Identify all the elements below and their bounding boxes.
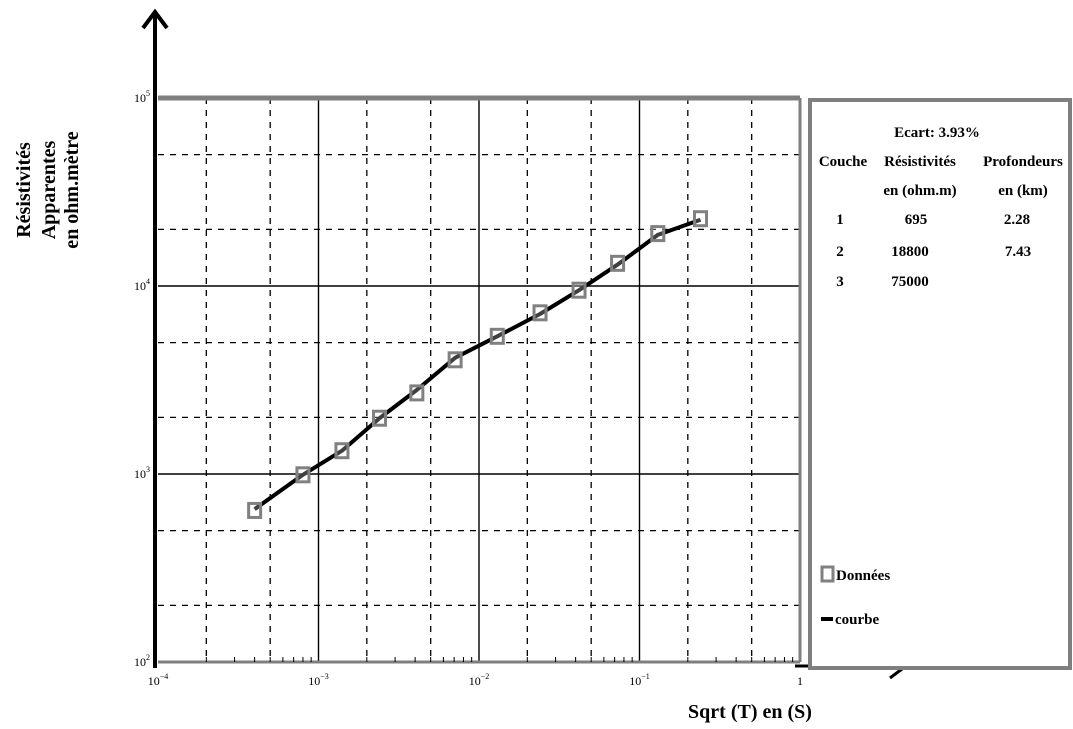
- data-point: [571, 281, 587, 299]
- y-tick-label: 102: [134, 653, 150, 669]
- series-courbe: [253, 217, 702, 511]
- info-box-frame: [808, 98, 1072, 670]
- ecart-label: Ecart: 3.93%: [894, 125, 980, 141]
- y-tick-labels: 102 103 104 105: [134, 89, 150, 669]
- y-tick-label: 105: [134, 89, 150, 105]
- y-axis-title-line-1: Résistivités: [13, 142, 35, 238]
- header-resistivites: Résistivités: [884, 154, 956, 170]
- header-profondeurs: Profondeurs: [983, 154, 1063, 170]
- data-point: [610, 254, 626, 272]
- row-2-couche: 2: [836, 244, 844, 260]
- row-3-resistivite: 75000: [891, 274, 929, 290]
- y-axis-title-line-3: en ohm.mètre: [61, 131, 83, 248]
- row-1-profondeur: 2.28: [1004, 212, 1030, 228]
- data-point: [532, 304, 548, 322]
- row-2-profondeur: 7.43: [1005, 244, 1031, 260]
- x-tick-label: 10−2: [469, 672, 490, 688]
- data-point: [334, 442, 350, 460]
- y-tick-label: 104: [134, 277, 150, 293]
- data-point: [447, 351, 463, 369]
- y-axis-title: Résistivités Apparentes en ohm.mètre: [13, 131, 83, 248]
- curve-line: [253, 217, 702, 511]
- x-tick-label: 10−1: [629, 672, 650, 688]
- x-tick-labels: 10−4 10−3 10−2 10−1 1: [148, 672, 803, 688]
- grid: [158, 98, 800, 662]
- x-tick-label: 1: [797, 674, 803, 688]
- series-donnees: [247, 210, 709, 519]
- row-3-couche: 3: [836, 274, 844, 290]
- subheader-profondeurs: en (km): [998, 183, 1048, 199]
- legend-donnees-swatch: [820, 565, 835, 583]
- data-point: [372, 409, 388, 427]
- data-point: [489, 327, 505, 345]
- subheader-resistivites: en (ohm.m): [883, 183, 956, 199]
- data-point: [693, 210, 709, 228]
- data-point: [295, 466, 311, 484]
- minor-ticks: [205, 657, 794, 662]
- x-tick-label: 10−3: [308, 672, 329, 688]
- legend-courbe-label: courbe: [835, 612, 880, 628]
- info-box: Ecart: 3.93% Couche Résistivités Profond…: [808, 98, 1072, 670]
- y-axis-arrow: [141, 8, 169, 668]
- header-couche: Couche: [819, 154, 868, 170]
- data-point: [650, 225, 666, 243]
- legend-donnees-label: Données: [836, 568, 890, 584]
- y-axis-title-line-2: Apparentes: [38, 141, 60, 240]
- data-point: [247, 501, 263, 519]
- row-1-resistivite: 695: [905, 212, 928, 228]
- plot-frame: [158, 95, 802, 664]
- row-2-resistivite: 18800: [891, 244, 929, 260]
- legend: Données courbe: [820, 565, 890, 628]
- y-tick-label: 103: [134, 465, 150, 481]
- x-tick-label: 10−4: [148, 672, 169, 688]
- row-1-couche: 1: [836, 212, 844, 228]
- data-point: [409, 384, 425, 402]
- x-axis-title: Sqrt (T) en (S): [688, 701, 812, 723]
